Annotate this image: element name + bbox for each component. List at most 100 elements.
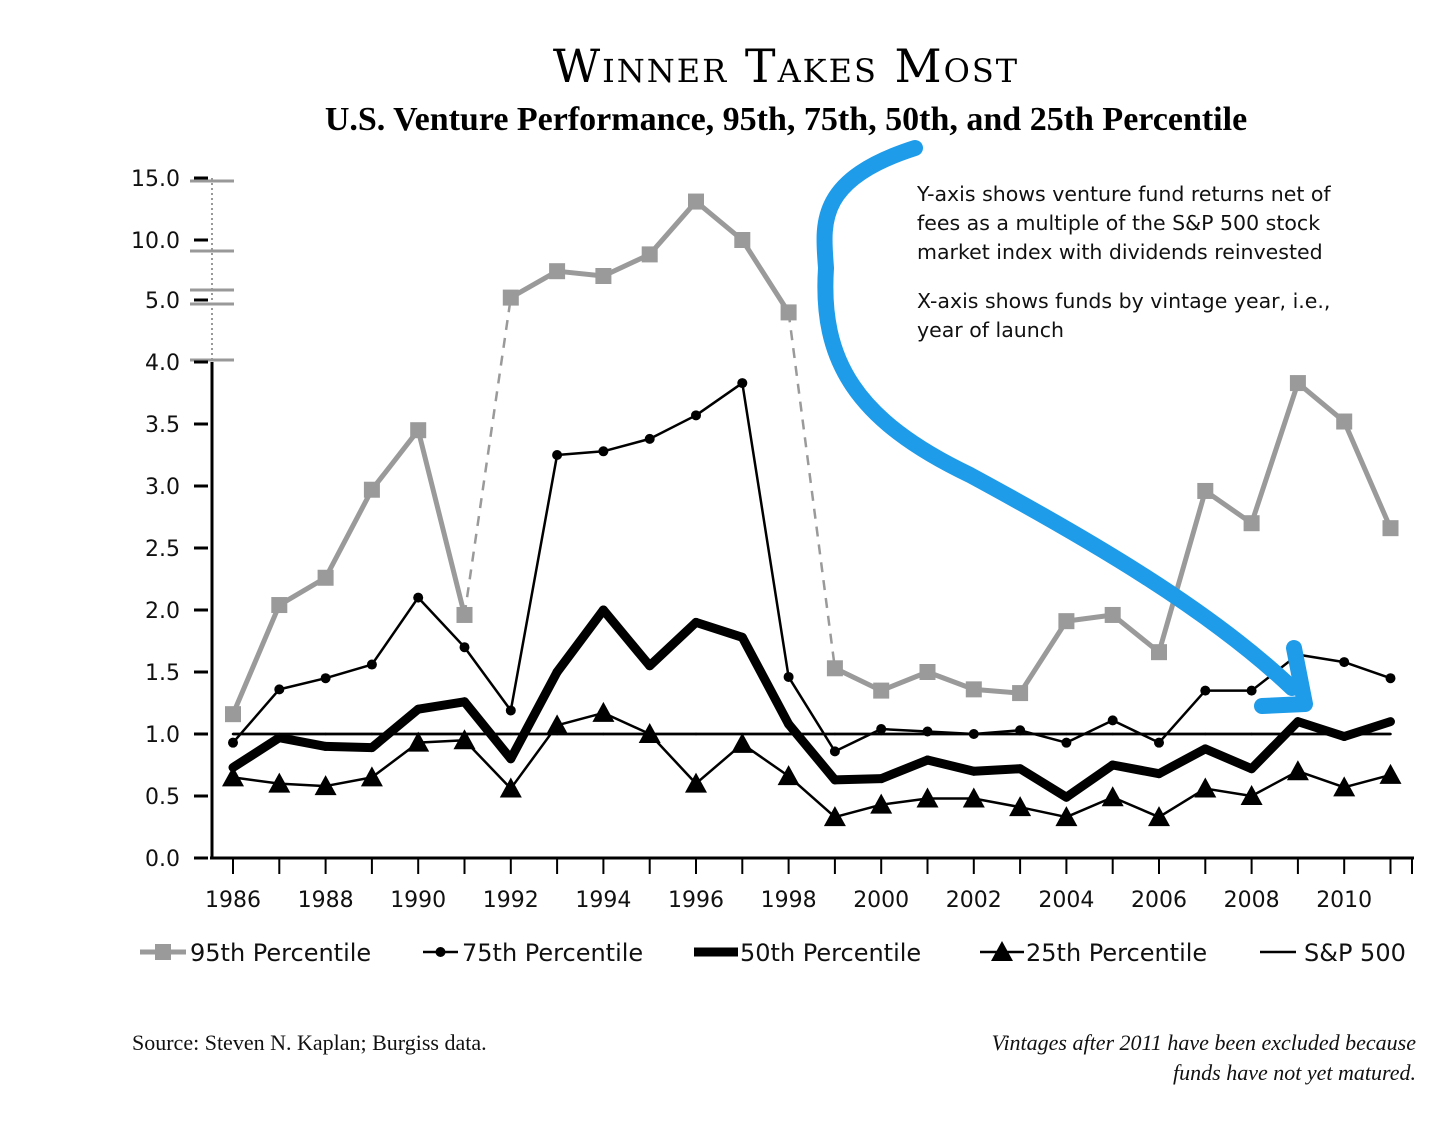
- x-tick-label: 2008: [1224, 888, 1280, 913]
- x-tick-label: 1998: [761, 888, 817, 913]
- data-point: [314, 775, 337, 796]
- series-segment: [648, 414, 698, 441]
- legend-item: 25th Percentile: [980, 939, 1207, 967]
- series-segment: [1154, 744, 1210, 779]
- series-segment: [645, 617, 701, 671]
- data-point: [1339, 657, 1350, 668]
- data-point: [876, 724, 887, 735]
- legend-label: 50th Percentile: [740, 939, 921, 967]
- arrow-shaft: [816, 140, 1300, 696]
- series-segment: [1108, 760, 1164, 779]
- series-segment: [1018, 729, 1068, 744]
- series-segment: [460, 697, 516, 764]
- legend-item: 95th Percentile: [140, 939, 371, 967]
- series-segment: [1018, 805, 1068, 819]
- data-point: [228, 737, 238, 748]
- data-point: [1243, 515, 1260, 532]
- axes: [190, 178, 1414, 860]
- series-segment: [1296, 769, 1346, 789]
- data-point: [598, 446, 609, 457]
- y-tick-label: 2.0: [145, 599, 180, 624]
- x-tick-label: 1992: [483, 888, 539, 913]
- data-point: [363, 481, 380, 498]
- series-segment: [598, 605, 655, 671]
- data-point: [317, 569, 334, 586]
- data-point: [1333, 776, 1356, 797]
- legend-label: S&P 500: [1304, 939, 1406, 967]
- data-point: [552, 450, 563, 460]
- data-point: [873, 682, 890, 699]
- series-segment: [555, 711, 605, 727]
- data-point: [453, 729, 476, 750]
- data-point: [783, 671, 794, 682]
- data-point: [268, 772, 291, 793]
- y-tick-label: 0.5: [145, 785, 180, 810]
- data-point: [780, 304, 797, 321]
- data-point: [870, 793, 893, 814]
- annotation-line: Y-axis shows venture fund returns net of: [916, 182, 1331, 206]
- data-point: [502, 289, 519, 306]
- data-point: [1009, 796, 1032, 817]
- annotation-line: X-axis shows funds by vintage year, i.e.…: [917, 289, 1330, 313]
- series-segment: [1339, 717, 1395, 741]
- data-point: [965, 681, 982, 698]
- x-tick-label: 1986: [205, 888, 261, 913]
- series-segment: [416, 596, 466, 649]
- series-segment: [1065, 719, 1114, 744]
- series-segment: [463, 645, 513, 712]
- data-point: [1200, 685, 1211, 696]
- data-point: [459, 642, 470, 653]
- series-segment: [969, 764, 1025, 776]
- data-point: [274, 684, 285, 695]
- data-point: [1194, 777, 1217, 798]
- series-segment: [231, 776, 281, 785]
- data-point: [225, 706, 241, 723]
- series-segment: [1249, 380, 1301, 526]
- series-segment: [1247, 717, 1303, 774]
- series-segment: [274, 733, 331, 751]
- series-segment: [1200, 744, 1257, 774]
- series-50th-percentile: [228, 605, 1395, 802]
- series-segment: [509, 724, 559, 790]
- footnote-line: funds have not yet matured.: [1173, 1060, 1416, 1085]
- data-point: [222, 766, 244, 787]
- data-point: [549, 263, 566, 280]
- x-tick-label: 1988: [298, 888, 354, 913]
- data-point: [734, 232, 751, 248]
- series-segment: [369, 427, 421, 493]
- series-segment: [367, 704, 423, 753]
- legend-item: 75th Percentile: [423, 939, 643, 967]
- series-segment: [1204, 787, 1253, 798]
- series-segment: [787, 312, 837, 669]
- data-point: [1382, 520, 1399, 537]
- chart-title: Winner Takes Most: [553, 39, 1019, 93]
- data-point: [641, 246, 658, 263]
- series-segment: [923, 755, 979, 776]
- series-segment: [1342, 660, 1392, 680]
- y-tick-label: 15.0: [131, 167, 180, 192]
- legend-label: 95th Percentile: [190, 939, 371, 967]
- series-segment: [415, 427, 467, 618]
- data-point: [826, 660, 843, 677]
- x-tick-label: 2004: [1038, 888, 1094, 913]
- data-point: [1385, 673, 1396, 684]
- series-segment: [972, 797, 1022, 809]
- data-point: [829, 746, 840, 757]
- legend-label: 25th Percentile: [1026, 939, 1207, 967]
- series-segment: [506, 667, 562, 764]
- series-segment: [1156, 488, 1208, 655]
- series-segment: [324, 663, 374, 680]
- series-segment: [324, 776, 374, 788]
- x-tick-label: 2006: [1131, 888, 1187, 913]
- data-point: [1151, 644, 1167, 661]
- data-point: [916, 787, 939, 808]
- series-segment: [1296, 653, 1346, 664]
- series-segment: [413, 697, 469, 714]
- annotation-arrow: [816, 140, 1313, 714]
- series-segment: [1341, 419, 1393, 531]
- annotation-line: market index with dividends reinvested: [917, 240, 1323, 264]
- data-point: [1058, 613, 1075, 630]
- x-tick-label: 1994: [575, 888, 631, 913]
- data-point: [1336, 413, 1353, 430]
- data-point: [595, 268, 612, 284]
